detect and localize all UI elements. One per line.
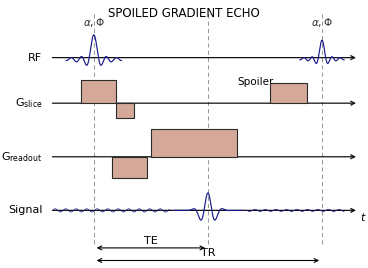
Bar [151,129,237,157]
Bar [112,157,147,178]
Text: $\alpha,\Phi$: $\alpha,\Phi$ [83,16,105,29]
Text: SPOILED GRADIENT ECHO: SPOILED GRADIENT ECHO [108,7,260,20]
Text: $\alpha,\Phi$: $\alpha,\Phi$ [311,16,333,29]
Text: $t$: $t$ [360,211,367,223]
Bar [270,83,307,103]
Text: RF: RF [28,53,42,63]
Bar [116,103,134,118]
Text: G$_{\mathregular{readout}}$: G$_{\mathregular{readout}}$ [1,150,42,164]
Text: TE: TE [144,236,158,246]
Text: TR: TR [201,248,215,258]
Text: Spoiler: Spoiler [238,77,274,87]
Text: Signal: Signal [8,205,42,215]
Bar [81,80,116,103]
Text: G$_{\mathregular{slice}}$: G$_{\mathregular{slice}}$ [15,96,42,110]
